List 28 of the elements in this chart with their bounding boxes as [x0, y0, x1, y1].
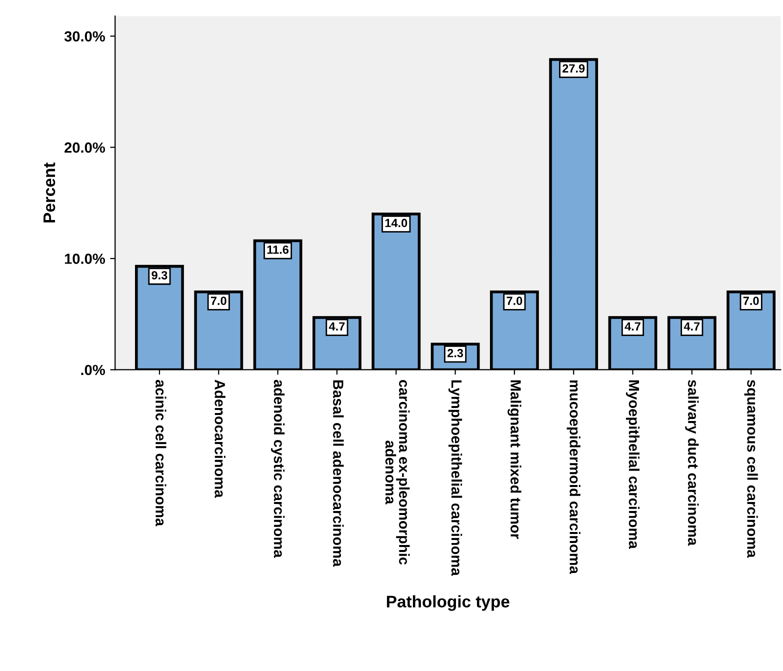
data-label: 7.0 — [743, 296, 759, 305]
x-tick-label: Myoepithelial carcinoma — [626, 380, 640, 549]
data-label: 9.3 — [152, 271, 168, 280]
x-tick-label: acinic cell carcinoma — [156, 380, 166, 526]
x-tick-label: squamous cell carcinoma — [744, 380, 758, 558]
x-axis-title: Pathologic type — [386, 595, 510, 611]
x-tick-label: Basal cell adenocarcinoma — [333, 380, 344, 567]
data-label: 7.0 — [506, 296, 522, 305]
y-axis-title: Percent — [44, 162, 56, 222]
y-tick-label: 10.0% — [64, 254, 105, 264]
x-tick-label: adenoid cystic carcinoma — [270, 380, 285, 558]
data-label: 4.7 — [328, 322, 345, 330]
x-tick-label: salivary duct carcinoma — [685, 380, 699, 546]
data-label: 7.0 — [210, 296, 226, 305]
data-label: 27.9 — [562, 64, 585, 73]
data-label: 14.0 — [385, 218, 408, 228]
data-label: 11.6 — [267, 245, 289, 254]
data-label: 2.3 — [447, 348, 464, 358]
data-label: 4.7 — [684, 322, 700, 330]
x-tick-label: Lymphoepithelial carcinoma — [448, 380, 462, 576]
data-label: 4.7 — [624, 322, 640, 330]
y-tick-label: 20.0% — [64, 142, 105, 153]
y-tick-label: 30.0% — [64, 31, 105, 42]
x-tick-label: mucoepidermoid carcinoma — [566, 380, 580, 574]
x-tick-label: carcinoma ex-pleomorphic adenoma — [385, 380, 410, 565]
x-tick-label: Adenocarcinoma — [214, 380, 226, 498]
y-tick-label: .0% — [81, 364, 105, 376]
x-tick-label: Malignant mixed tumor — [508, 380, 522, 539]
